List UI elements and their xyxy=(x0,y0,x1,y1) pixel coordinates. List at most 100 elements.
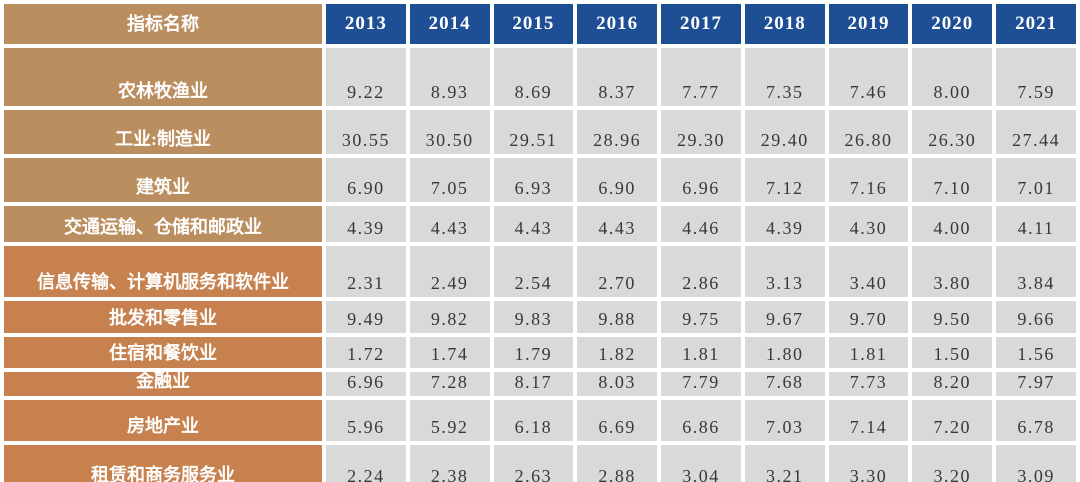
value-cell: 7.59 xyxy=(996,48,1076,106)
value-cell: 7.97 xyxy=(996,372,1076,396)
value-cell: 7.79 xyxy=(661,372,741,396)
value-cell: 2.24 xyxy=(326,445,406,482)
value-cell: 7.12 xyxy=(744,158,825,202)
row-label: 批发和零售业 xyxy=(4,301,322,333)
value-cell: 6.86 xyxy=(661,400,741,441)
table-row: 金融业 6.96 7.28 8.17 8.03 7.79 7.68 7.73 8.20 7.97 xyxy=(4,372,1076,396)
row-label: 租赁和商务服务业 xyxy=(4,445,322,482)
year-header: 2019 xyxy=(828,4,909,44)
value-cell: 4.43 xyxy=(409,206,490,242)
value-cell: 1.56 xyxy=(996,337,1076,368)
value-cell: 6.18 xyxy=(493,400,574,441)
value-cell: 9.49 xyxy=(326,301,406,333)
row-label: 金融业 xyxy=(4,372,322,396)
value-cell: 4.11 xyxy=(996,206,1076,242)
value-cell: 9.70 xyxy=(828,301,909,333)
value-cell: 9.83 xyxy=(493,301,574,333)
value-cell: 7.01 xyxy=(996,158,1076,202)
value-cell: 6.90 xyxy=(577,158,658,202)
year-header: 2020 xyxy=(912,4,993,44)
year-header: 2016 xyxy=(577,4,658,44)
value-cell: 5.96 xyxy=(326,400,406,441)
year-header: 2018 xyxy=(744,4,825,44)
value-cell: 3.04 xyxy=(661,445,741,482)
value-cell: 7.05 xyxy=(409,158,490,202)
value-cell: 29.30 xyxy=(661,110,741,154)
value-cell: 2.49 xyxy=(409,246,490,297)
value-cell: 1.80 xyxy=(744,337,825,368)
value-cell: 9.50 xyxy=(912,301,993,333)
value-cell: 4.39 xyxy=(326,206,406,242)
value-cell: 6.93 xyxy=(493,158,574,202)
value-cell: 6.96 xyxy=(326,372,406,396)
value-cell: 1.74 xyxy=(409,337,490,368)
table-row: 建筑业 6.90 7.05 6.93 6.90 6.96 7.12 7.16 7.10 7.01 xyxy=(4,158,1076,202)
table-row: 交通运输、仓储和邮政业 4.39 4.43 4.43 4.43 4.46 4.39 4.30 4… xyxy=(4,206,1076,242)
value-cell: 4.43 xyxy=(577,206,658,242)
value-cell: 2.31 xyxy=(326,246,406,297)
year-header: 2021 xyxy=(996,4,1076,44)
table-header-row: 指标名称 2013 2014 2015 2016 2017 2018 2019 2020 202… xyxy=(4,4,1076,44)
value-cell: 30.50 xyxy=(409,110,490,154)
value-cell: 9.66 xyxy=(996,301,1076,333)
value-cell: 7.28 xyxy=(409,372,490,396)
value-cell: 27.44 xyxy=(996,110,1076,154)
value-cell: 7.03 xyxy=(744,400,825,441)
value-cell: 3.21 xyxy=(744,445,825,482)
value-cell: 1.82 xyxy=(577,337,658,368)
value-cell: 3.20 xyxy=(912,445,993,482)
value-cell: 8.00 xyxy=(912,48,993,106)
table-row: 工业:制造业 30.55 30.50 29.51 28.96 29.30 29.40 26.8… xyxy=(4,110,1076,154)
value-cell: 1.81 xyxy=(661,337,741,368)
value-cell: 6.90 xyxy=(326,158,406,202)
value-cell: 2.86 xyxy=(661,246,741,297)
value-cell: 3.09 xyxy=(996,445,1076,482)
value-cell: 9.75 xyxy=(661,301,741,333)
row-label: 建筑业 xyxy=(4,158,322,202)
value-cell: 9.88 xyxy=(577,301,658,333)
value-cell: 2.63 xyxy=(493,445,574,482)
year-header: 2015 xyxy=(493,4,574,44)
year-header: 2017 xyxy=(661,4,741,44)
value-cell: 7.20 xyxy=(912,400,993,441)
value-cell: 29.40 xyxy=(744,110,825,154)
value-cell: 9.22 xyxy=(326,48,406,106)
value-cell: 9.67 xyxy=(744,301,825,333)
row-label: 农林牧渔业 xyxy=(4,48,322,106)
value-cell: 3.40 xyxy=(828,246,909,297)
value-cell: 6.78 xyxy=(996,400,1076,441)
value-cell: 8.69 xyxy=(493,48,574,106)
value-cell: 7.35 xyxy=(744,48,825,106)
value-cell: 7.16 xyxy=(828,158,909,202)
value-cell: 26.30 xyxy=(912,110,993,154)
value-cell: 6.69 xyxy=(577,400,658,441)
table-row: 农林牧渔业 9.22 8.93 8.69 8.37 7.77 7.35 7.46 8.00 7.5… xyxy=(4,48,1076,106)
value-cell: 6.96 xyxy=(661,158,741,202)
year-header: 2013 xyxy=(326,4,406,44)
value-cell: 7.77 xyxy=(661,48,741,106)
year-header: 2014 xyxy=(409,4,490,44)
value-cell: 7.73 xyxy=(828,372,909,396)
value-cell: 3.84 xyxy=(996,246,1076,297)
table-row: 住宿和餐饮业 1.72 1.74 1.79 1.82 1.81 1.80 1.81 1.50 1.… xyxy=(4,337,1076,368)
value-cell: 8.37 xyxy=(577,48,658,106)
row-label: 工业:制造业 xyxy=(4,110,322,154)
value-cell: 29.51 xyxy=(493,110,574,154)
value-cell: 26.80 xyxy=(828,110,909,154)
value-cell: 9.82 xyxy=(409,301,490,333)
value-cell: 8.93 xyxy=(409,48,490,106)
value-cell: 4.46 xyxy=(661,206,741,242)
row-label: 信息传输、计算机服务和软件业 xyxy=(4,246,322,297)
row-label: 住宿和餐饮业 xyxy=(4,337,322,368)
value-cell: 3.80 xyxy=(912,246,993,297)
value-cell: 28.96 xyxy=(577,110,658,154)
value-cell: 2.70 xyxy=(577,246,658,297)
value-cell: 4.00 xyxy=(912,206,993,242)
table-row: 房地产业 5.96 5.92 6.18 6.69 6.86 7.03 7.14 7.20 6.78 xyxy=(4,400,1076,441)
table-row: 租赁和商务服务业 2.24 2.38 2.63 2.88 3.04 3.21 3.30 3.20… xyxy=(4,445,1076,482)
value-cell: 2.38 xyxy=(409,445,490,482)
value-cell: 7.46 xyxy=(828,48,909,106)
value-cell: 2.88 xyxy=(577,445,658,482)
value-cell: 3.13 xyxy=(744,246,825,297)
